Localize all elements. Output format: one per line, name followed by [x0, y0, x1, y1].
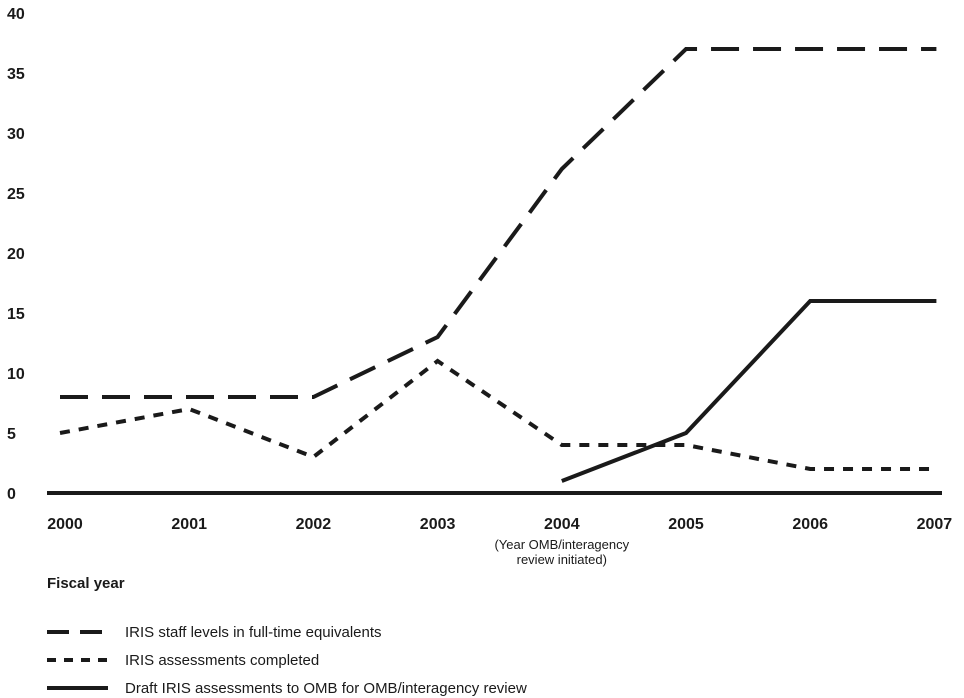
y-tick-label: 15	[7, 306, 25, 323]
x-tick-label: 2006	[792, 516, 828, 533]
x-tick-label: 2004	[544, 516, 580, 533]
series-lines	[59, 47, 937, 483]
x-tick-label: 2001	[171, 516, 207, 533]
y-tick-label: 40	[7, 6, 25, 23]
y-tick-label: 5	[7, 426, 16, 443]
x-tick-label: 2002	[296, 516, 332, 533]
x-axis-ticks: 2000 2001 2002 2003 2004 2005 2006 2007	[47, 516, 952, 533]
y-tick-label: 20	[7, 246, 25, 263]
y-axis-ticks: 0 5 10 15 20 25 30 35 40	[7, 6, 25, 503]
annotation-line: review initiated)	[517, 552, 607, 567]
y-tick-label: 0	[7, 486, 16, 503]
y-tick-label: 25	[7, 186, 25, 203]
legend-label: IRIS assessments completed	[125, 652, 319, 669]
y-tick-label: 30	[7, 126, 25, 143]
x-tick-label: 2005	[668, 516, 704, 533]
series-line-short-dash	[59, 358, 937, 471]
series-line-long-dash	[60, 47, 937, 399]
series-line-solid	[561, 299, 937, 483]
x-axis-title: Fiscal year	[47, 575, 125, 592]
legend-label: Draft IRIS assessments to OMB for OMB/in…	[125, 680, 527, 697]
annotation-line: (Year OMB/interagency	[494, 537, 629, 552]
x-tick-label: 2007	[917, 516, 953, 533]
x-tick-label: 2000	[47, 516, 83, 533]
legend: IRIS staff levels in full-time equivalen…	[47, 624, 527, 697]
y-tick-label: 35	[7, 66, 25, 83]
y-tick-label: 10	[7, 366, 25, 383]
x-tick-label: 2003	[420, 516, 456, 533]
legend-label: IRIS staff levels in full-time equivalen…	[125, 624, 382, 641]
